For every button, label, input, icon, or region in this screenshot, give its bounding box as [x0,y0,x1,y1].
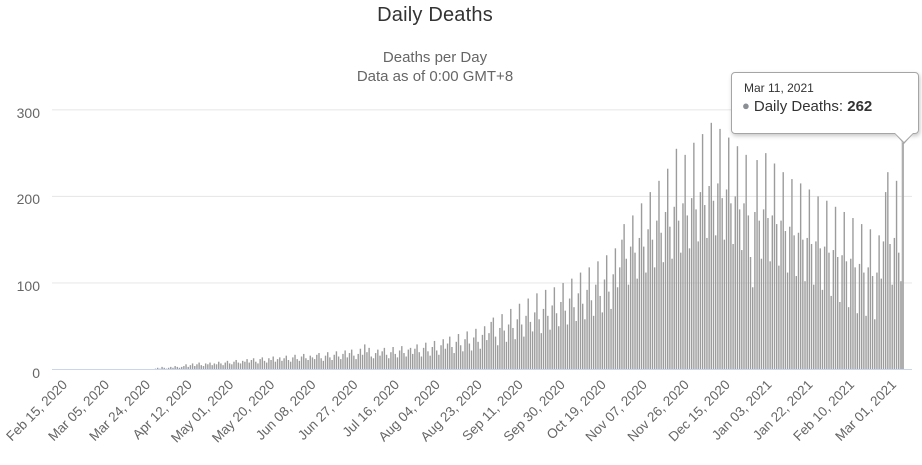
tooltip-separator: : [838,98,848,115]
tooltip-value: 262 [847,98,873,115]
gridline-300 [52,109,912,111]
y-axis-label-200: 200 [16,191,40,208]
gridline-200 [52,195,912,197]
tooltip-series-row: ● Daily Deaths: 262 [742,98,906,115]
tooltip-date: Mar 11, 2021 [744,81,814,95]
y-axis-label-0: 0 [32,364,40,381]
chart-subtitle: Deaths per Day Data as of 0:00 GMT+8 [0,48,870,86]
gridline-100 [52,282,912,284]
series-marker-icon: ● [742,98,750,113]
subtitle-line-1: Deaths per Day [382,49,488,66]
subtitle-line-2: Data as of 0:00 GMT+8 [356,68,514,85]
chart-title: Daily Deaths [377,4,493,26]
y-axis-label-300: 300 [16,104,40,121]
tooltip-pointer-fill-icon [894,132,914,142]
crosshair-line [901,140,903,370]
tooltip-series-label: Daily Deaths [753,98,839,115]
y-axis-label-100: 100 [16,277,40,294]
chart-tooltip: Mar 11, 2021 ● Daily Deaths: 262 [731,72,919,144]
x-axis-line [52,369,912,370]
